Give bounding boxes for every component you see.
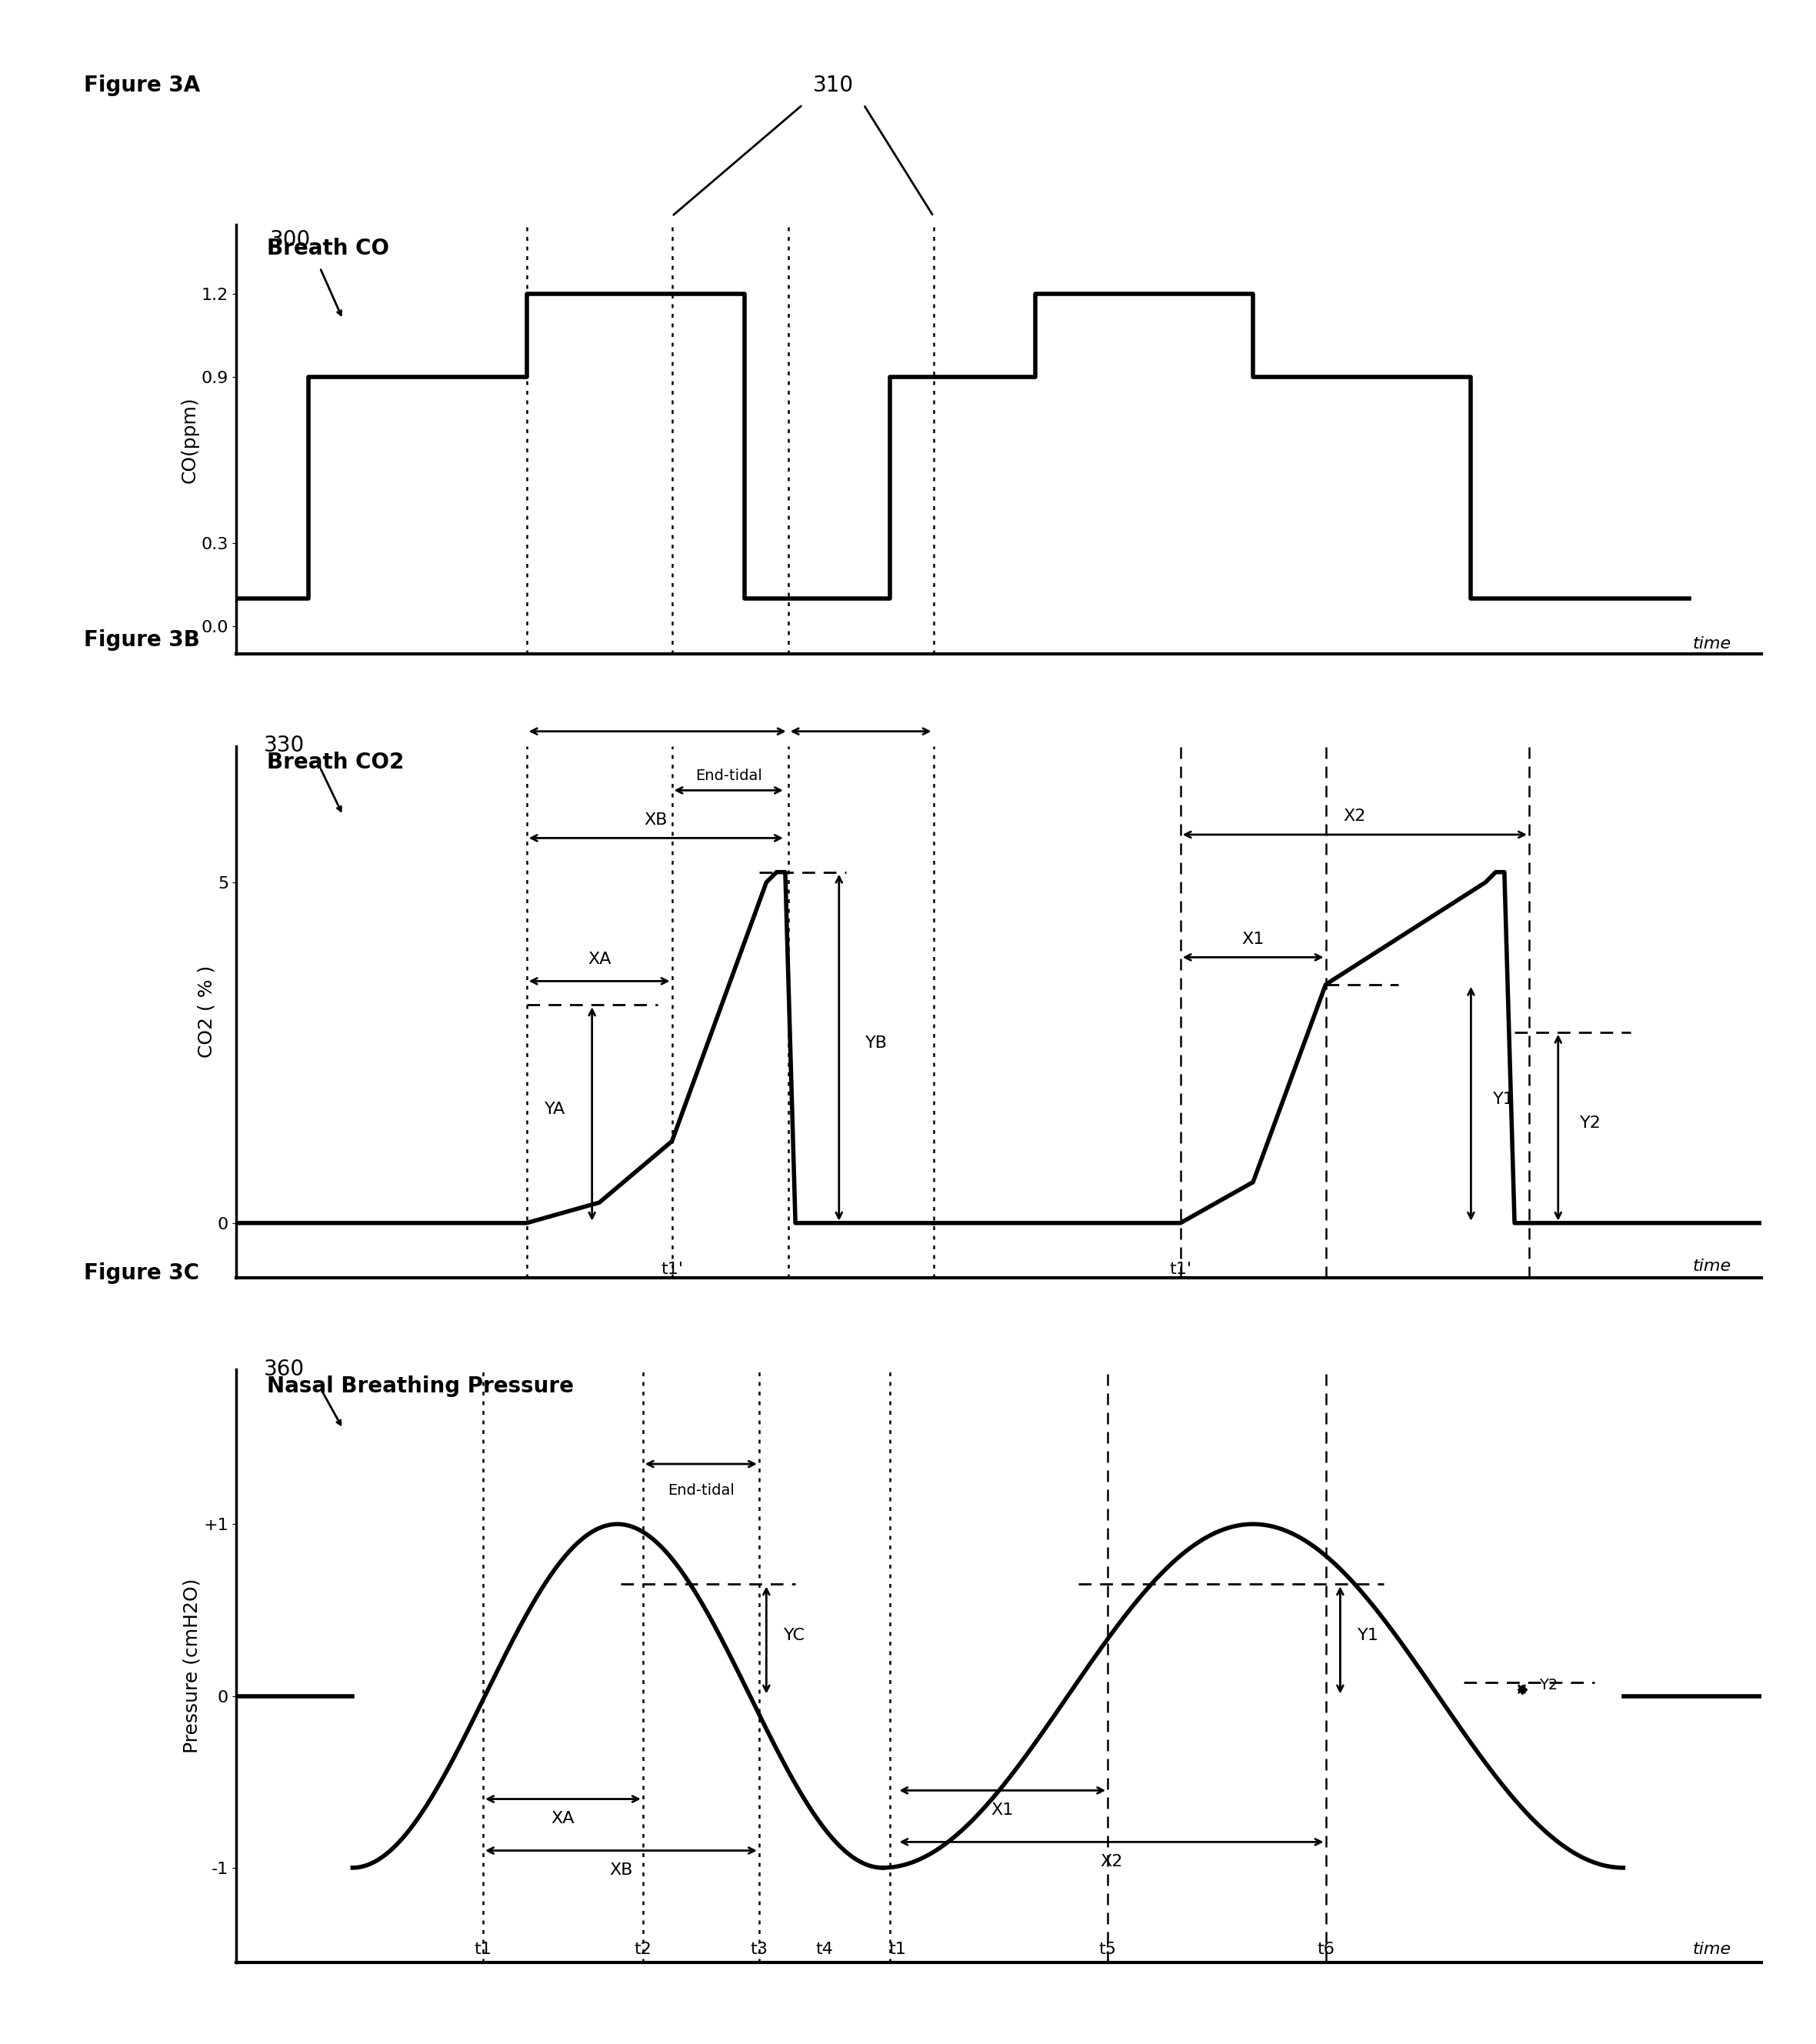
- Text: Nasal Breathing Pressure: Nasal Breathing Pressure: [267, 1376, 574, 1396]
- Text: time: time: [1693, 1942, 1731, 1956]
- Y-axis label: CO2 ( % ): CO2 ( % ): [198, 965, 216, 1059]
- Text: t2: t2: [634, 1942, 652, 1956]
- Text: XA: XA: [552, 1811, 574, 1825]
- Text: YB: YB: [864, 1034, 888, 1051]
- Text: 310: 310: [814, 74, 854, 96]
- Text: t6: t6: [1317, 1942, 1335, 1956]
- Text: XA: XA: [588, 953, 610, 967]
- Y-axis label: CO(ppm): CO(ppm): [182, 397, 200, 482]
- Text: 360: 360: [263, 1359, 305, 1380]
- Text: 300: 300: [269, 229, 311, 251]
- Text: End-tidal: End-tidal: [668, 1484, 734, 1498]
- Text: Breath CO: Breath CO: [267, 237, 389, 260]
- Text: Figure 3B: Figure 3B: [84, 630, 200, 650]
- Y-axis label: Pressure (cmH2O): Pressure (cmH2O): [183, 1578, 202, 1754]
- Text: t1': t1': [1170, 1261, 1191, 1278]
- Text: t1: t1: [888, 1942, 906, 1956]
- Text: Y1: Y1: [1493, 1091, 1515, 1108]
- Text: t4: t4: [815, 1942, 834, 1956]
- Text: YC: YC: [785, 1627, 804, 1643]
- Text: Y2: Y2: [1580, 1116, 1602, 1130]
- Text: t1': t1': [661, 1261, 683, 1278]
- Text: time: time: [1693, 636, 1731, 652]
- Text: t5: t5: [1099, 1942, 1117, 1956]
- Text: Figure 3C: Figure 3C: [84, 1263, 200, 1284]
- Text: X1: X1: [1242, 932, 1264, 946]
- Text: X2: X2: [1344, 809, 1366, 824]
- Text: 330: 330: [263, 734, 305, 756]
- Text: Y2: Y2: [1540, 1678, 1558, 1692]
- Text: t3: t3: [750, 1942, 768, 1956]
- Text: Breath CO2: Breath CO2: [267, 752, 403, 773]
- Text: X1: X1: [992, 1803, 1013, 1817]
- Text: Expiratory: Expiratory: [619, 752, 696, 766]
- Text: time: time: [1693, 1259, 1731, 1273]
- Text: X2: X2: [1100, 1854, 1122, 1868]
- Text: Figure 3A: Figure 3A: [84, 74, 200, 96]
- Text: XB: XB: [610, 1862, 632, 1878]
- Text: t1: t1: [474, 1942, 492, 1956]
- Text: YA: YA: [545, 1102, 567, 1118]
- Text: XB: XB: [645, 811, 668, 828]
- Text: Inspiratory: Inspiratory: [821, 752, 901, 766]
- Text: End-tidal: End-tidal: [696, 769, 763, 783]
- Text: Y1: Y1: [1358, 1627, 1378, 1643]
